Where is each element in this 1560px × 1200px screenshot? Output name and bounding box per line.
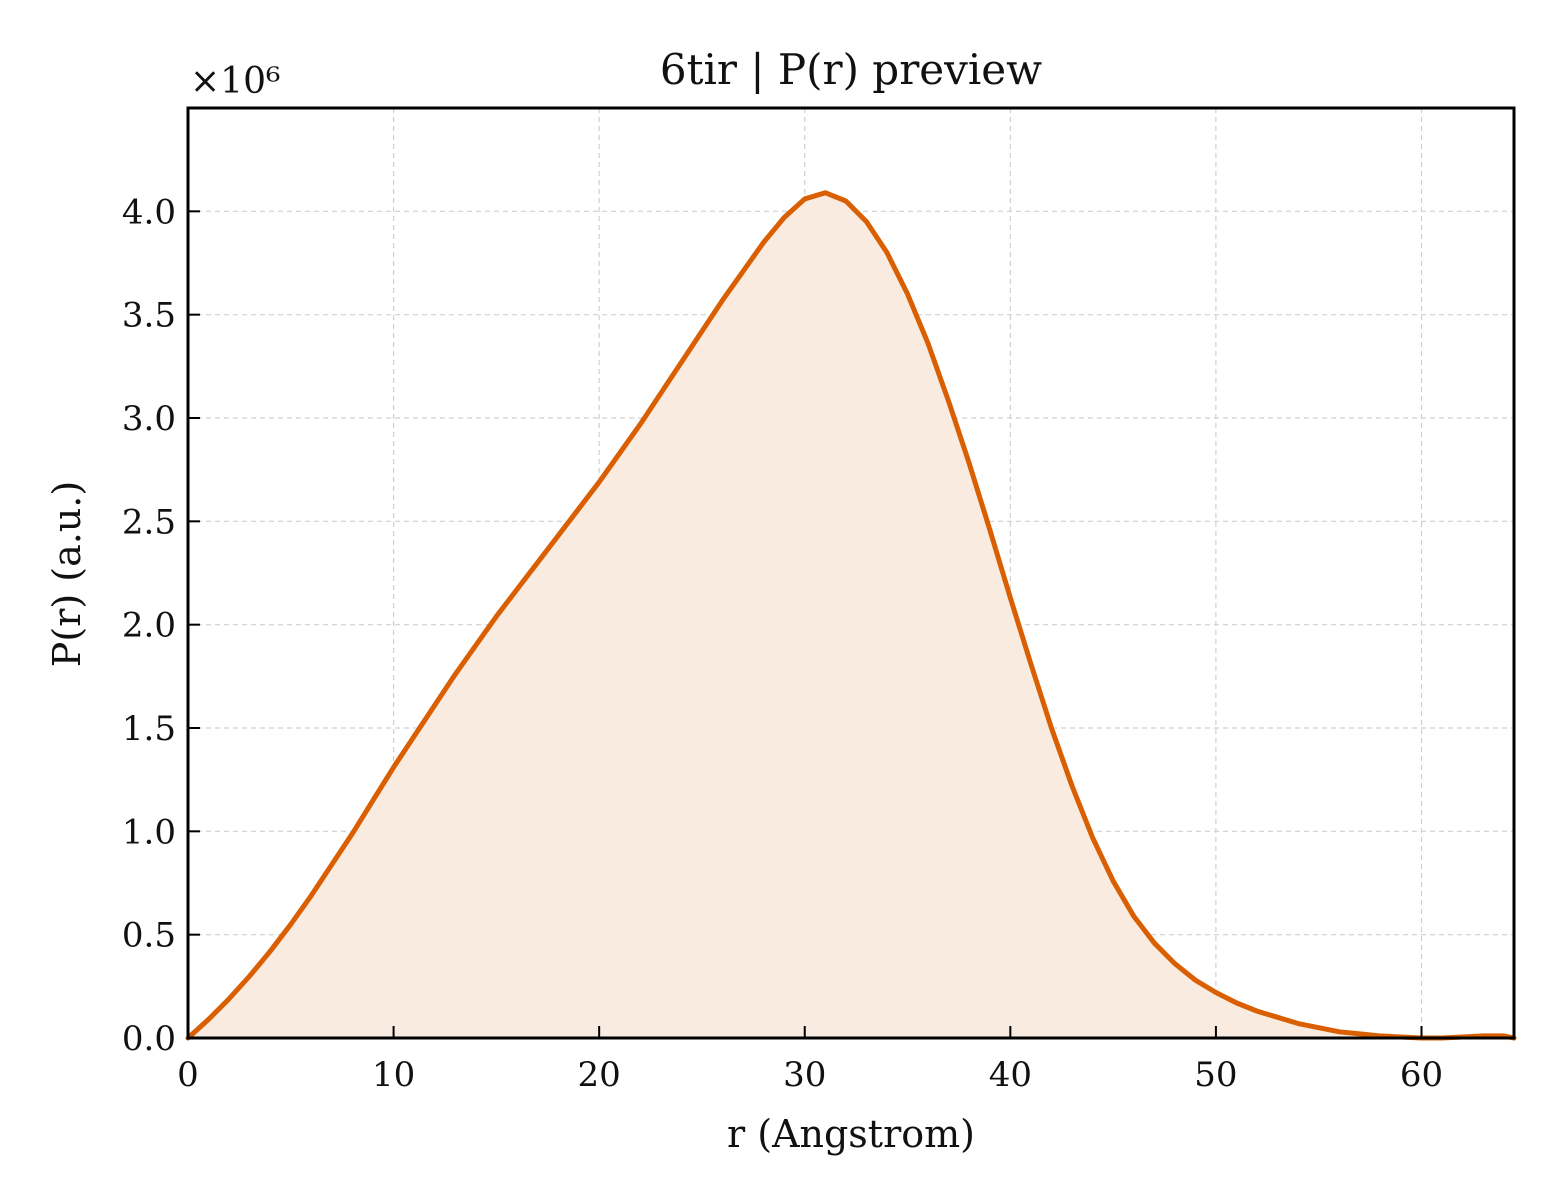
x-tick-label: 30 (783, 1055, 826, 1095)
pr-series-line (185, 190, 1517, 1041)
y-multiplier-label: ×10⁶ (190, 61, 280, 102)
x-tick-label: 20 (578, 1055, 621, 1095)
plot-frame (186, 106, 1516, 1040)
y-axis-title: P(r) (a.u.) (45, 481, 89, 667)
x-tick-label: 40 (989, 1055, 1032, 1095)
x-tick-label: 60 (1400, 1055, 1443, 1095)
y-tick-label: 1.0 (122, 812, 176, 852)
y-tick-label: 2.5 (122, 502, 176, 542)
chart-title: 6tir | P(r) preview (660, 45, 1042, 94)
x-tick-label: 10 (372, 1055, 415, 1095)
y-tick-label: 3.5 (122, 296, 176, 336)
x-axis-title: r (Angstrom) (727, 1112, 975, 1156)
x-tick-label: 0 (177, 1055, 199, 1095)
tick-labels: 0 10 20 30 40 50 60 0.0 0.5 1.0 1.5 2.0 2.5 3.0 3.5 4.0 (122, 192, 1443, 1095)
y-tick-label: 1.5 (122, 709, 176, 749)
y-tick-label: 0.0 (122, 1019, 176, 1059)
y-tick-label: 4.0 (122, 192, 176, 232)
axis-ticks (187, 210, 1423, 1039)
y-tick-label: 2.0 (122, 606, 176, 646)
y-tick-label: 3.0 (122, 399, 176, 439)
x-tick-label: 50 (1194, 1055, 1237, 1095)
pr-area-fill (188, 192, 1514, 1039)
y-tick-label: 0.5 (122, 916, 176, 956)
